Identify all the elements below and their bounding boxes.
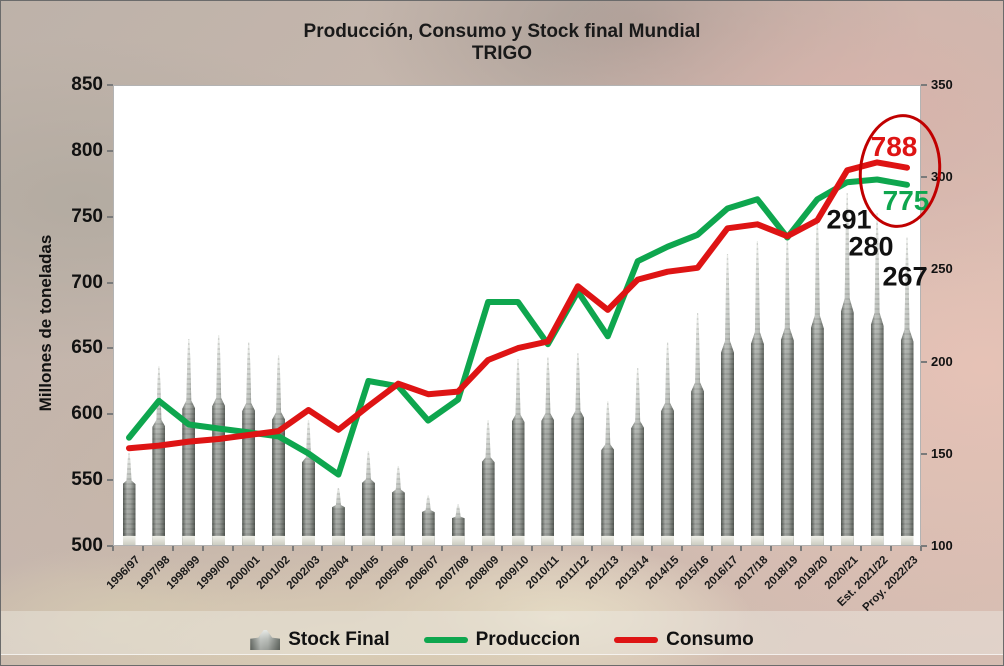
- x-axis-tick: [141, 546, 144, 551]
- x-axis-tick: [441, 546, 444, 551]
- x-axis-tick: [560, 546, 563, 551]
- y-right-tick: [921, 268, 927, 271]
- x-axis-tick: [381, 546, 384, 551]
- x-axis-tick: [501, 546, 504, 551]
- y-right-tick-label: 200: [931, 353, 953, 369]
- x-axis-tick: [112, 546, 114, 551]
- y-right-tick: [921, 84, 927, 86]
- y-left-tick-label: 750: [71, 205, 103, 227]
- y-left-tick: [107, 281, 113, 284]
- y-right-tick-label: 150: [931, 445, 953, 461]
- value-annotation-267: 267: [882, 261, 928, 292]
- x-axis-tick: [590, 546, 593, 551]
- y-left-tick-label: 500: [71, 535, 103, 556]
- y-left-tick-label: 700: [71, 271, 103, 293]
- y-right-tick: [921, 176, 927, 179]
- x-axis-tick: [530, 546, 533, 551]
- x-axis-tick: [710, 546, 713, 551]
- x-axis-tick: [770, 546, 773, 551]
- chart-title: Producción, Consumo y Stock final Mundia…: [303, 21, 701, 42]
- red-line-icon: [614, 637, 659, 643]
- value-annotation-280: 280: [848, 231, 894, 262]
- legend-label-produccion: Produccion: [475, 629, 581, 650]
- value-annotation-291: 291: [826, 204, 872, 235]
- y-left-tick-label: 550: [71, 469, 103, 491]
- x-axis-tick: [800, 546, 803, 551]
- lines-layer: [126, 159, 910, 478]
- legend-label-consumo: Consumo: [666, 629, 754, 650]
- value-annotation-788: 788: [870, 131, 918, 162]
- silo-bar-icon: [250, 630, 281, 650]
- y-left-tick: [107, 149, 113, 152]
- y-left-tick-label: 850: [71, 74, 103, 95]
- x-axis-tick: [231, 546, 234, 551]
- x-axis-tick: [171, 546, 174, 551]
- y-left-tick-label: 600: [71, 403, 103, 425]
- value-annotation-775: 775: [882, 185, 930, 216]
- y-right-tick-label: 300: [931, 169, 953, 185]
- y-left-tick: [107, 347, 113, 350]
- legend-label-stock-final: Stock Final: [288, 629, 390, 650]
- x-axis-tick: [411, 546, 414, 551]
- x-axis-tick: [201, 546, 204, 551]
- x-axis-tick: [860, 546, 863, 551]
- y-left-tick: [107, 215, 113, 218]
- x-axis-tick: [351, 546, 354, 551]
- x-axis-tick: [650, 546, 653, 551]
- y-left-tick: [107, 479, 113, 482]
- legend: Stock Final Produccion Consumo: [1, 629, 1003, 651]
- chart-subtitle: TRIGO: [471, 43, 533, 64]
- legend-item-stock-final: Stock Final: [250, 629, 390, 651]
- line-consumo: [126, 159, 910, 452]
- chart-title-block: Producción, Consumo y Stock final Mundia…: [1, 21, 1003, 65]
- x-axis-tick: [830, 546, 833, 551]
- legend-item-consumo: Consumo: [614, 629, 754, 651]
- x-axis-tick: [291, 546, 294, 551]
- green-line-icon: [423, 637, 468, 643]
- y-left-tick-label: 650: [71, 337, 103, 359]
- x-tick-label: Proy. 2022/23: [860, 554, 921, 614]
- y-left-tick: [107, 84, 113, 86]
- x-axis-tick: [321, 546, 324, 551]
- y-right-tick: [921, 452, 927, 455]
- x-axis-tick: [471, 546, 474, 551]
- legend-band: [1, 611, 1003, 655]
- x-axis-tick: [261, 546, 264, 551]
- y-left-tick-label: 800: [71, 139, 103, 161]
- x-axis-tick: [920, 546, 922, 551]
- plot-area: [113, 85, 921, 546]
- y-right-tick-label: 100: [931, 538, 953, 553]
- x-axis-tick: [680, 546, 683, 551]
- y-right-tick-label: 250: [931, 261, 953, 277]
- y-right-tick: [921, 545, 927, 547]
- y-right-tick: [921, 360, 927, 363]
- line-produccion: [126, 176, 910, 478]
- x-axis-tick: [620, 546, 623, 551]
- legend-item-produccion: Produccion: [423, 629, 581, 651]
- y-left-tick: [107, 545, 113, 547]
- y-left-tick: [107, 413, 113, 416]
- x-axis-tick: [740, 546, 743, 551]
- y-right-tick-label: 350: [931, 77, 953, 92]
- x-axis-tick: [890, 546, 893, 551]
